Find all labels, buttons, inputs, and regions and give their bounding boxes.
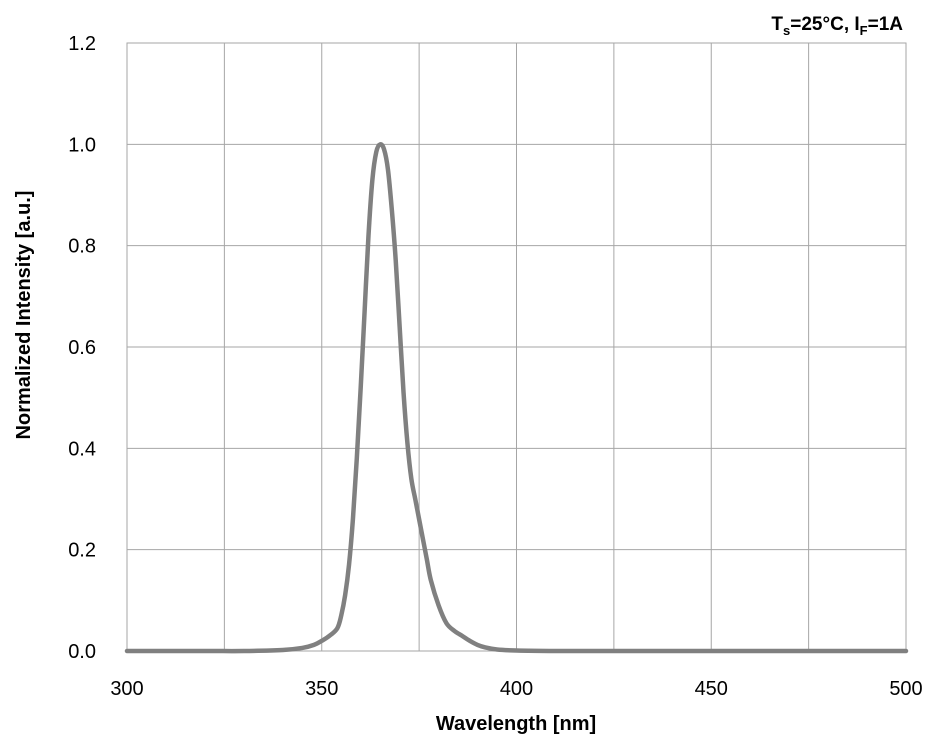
if-symbol: I [854, 14, 859, 35]
y-axis-ticks: 0.0 0.2 0.4 0.6 0.8 1.0 1.2 [68, 33, 96, 663]
y-axis-title: Normalized Intensity [a.u.] [13, 191, 35, 440]
x-tick-label: 300 [110, 678, 143, 700]
grid [127, 43, 906, 651]
y-tick-label: 1.0 [68, 134, 96, 156]
ts-subscript: s [783, 23, 790, 38]
spectrum-line [124, 142, 909, 654]
x-tick-label: 400 [500, 678, 533, 700]
y-tick-label: 0.6 [68, 337, 96, 359]
if-subscript: F [860, 23, 868, 38]
y-tick-label: 0.8 [68, 236, 96, 258]
x-tick-label: 450 [695, 678, 728, 700]
x-axis-title: Wavelength [nm] [436, 713, 596, 735]
y-tick-label: 0.2 [68, 540, 96, 562]
y-tick-label: 1.2 [68, 33, 96, 55]
x-tick-label: 500 [889, 678, 922, 700]
series-layer [124, 142, 909, 654]
y-tick-label: 0.0 [68, 641, 96, 663]
if-value: =1A [868, 14, 904, 35]
x-tick-label: 350 [305, 678, 338, 700]
y-tick-label: 0.4 [68, 438, 96, 460]
test-conditions: Ts=25°C, IF=1A [771, 14, 903, 38]
ts-symbol: T [771, 14, 783, 35]
ts-value: =25°C, [790, 14, 854, 35]
x-axis-ticks: 300 350 400 450 500 [110, 678, 922, 700]
